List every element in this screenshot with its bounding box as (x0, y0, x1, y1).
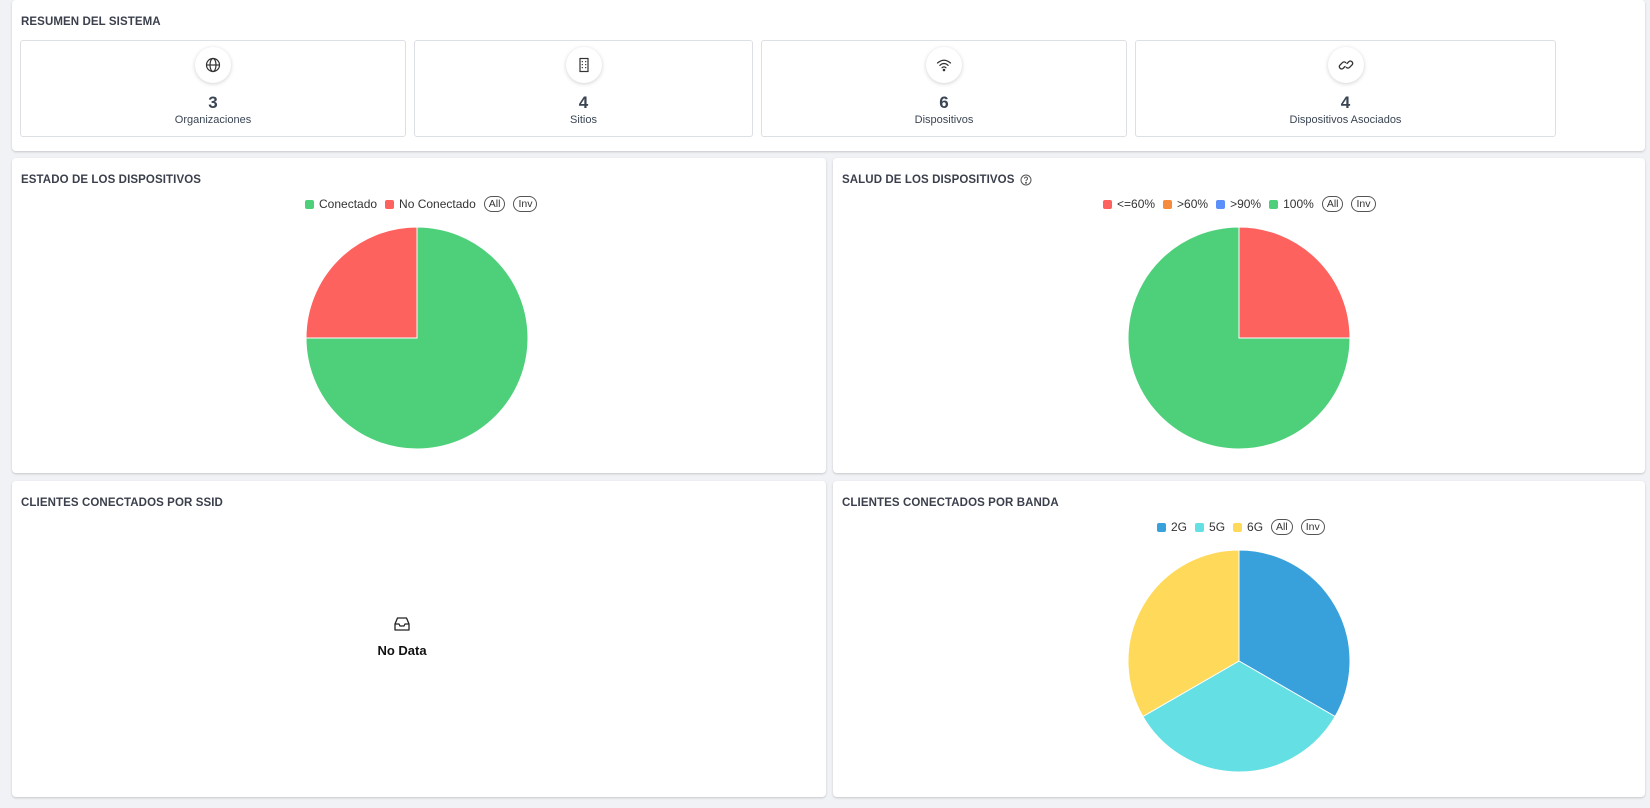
legend-label: 100% (1283, 197, 1314, 211)
legend-swatch (1103, 199, 1112, 209)
legend-inv-button[interactable]: Inv (513, 196, 538, 212)
inbox-icon (352, 616, 452, 637)
legend-item-conectado[interactable]: Conectado (305, 197, 377, 211)
legend-label: 2G (1171, 520, 1188, 534)
legend-label: 5G (1209, 520, 1226, 534)
clients-band-card: CLIENTES CONECTADOS POR BANDA 2G 5G 6G A… (833, 481, 1645, 797)
link-icon (1327, 47, 1364, 83)
clients-band-pie[interactable] (1127, 549, 1351, 773)
legend-swatch (1157, 522, 1166, 532)
device-health-title-text: SALUD DE LOS DISPOSITIVOS (842, 174, 1015, 186)
stat-sites[interactable]: 4 Sitios (414, 40, 753, 137)
globe-icon (195, 47, 231, 83)
legend-all-button[interactable]: All (1321, 196, 1344, 212)
legend-inv-button[interactable]: Inv (1300, 519, 1325, 535)
device-health-card: SALUD DE LOS DISPOSITIVOS <=60% >60% >90… (833, 158, 1645, 473)
pie-slice-2g[interactable] (1238, 549, 1351, 718)
device-status-title: ESTADO DE LOS DISPOSITIVOS (21, 174, 202, 186)
summary-title: RESUMEN DEL SISTEMA (21, 16, 161, 28)
legend-item-gt90[interactable]: >90% (1216, 197, 1261, 211)
legend-label: >60% (1177, 197, 1209, 211)
legend-item-no-conectado[interactable]: No Conectado (385, 197, 476, 211)
device-health-title: SALUD DE LOS DISPOSITIVOS (842, 174, 1032, 186)
legend-label: >90% (1230, 197, 1262, 211)
building-icon (565, 47, 602, 83)
stat-label: Organizaciones (174, 114, 252, 126)
legend-label: Conectado (319, 197, 378, 211)
legend-swatch (1163, 199, 1173, 209)
legend-label: <=60% (1117, 197, 1156, 211)
legend-all-button[interactable]: All (483, 196, 506, 212)
stat-label: Dispositivos Asociados (1289, 114, 1402, 126)
legend-inv-button[interactable]: Inv (1351, 196, 1376, 212)
clients-band-legend: 2G 5G 6G All Inv (1157, 519, 1325, 535)
legend-swatch (1233, 522, 1243, 532)
clients-band-title: CLIENTES CONECTADOS POR BANDA (842, 497, 1059, 509)
wifi-icon (926, 47, 962, 83)
stat-label: Sitios (570, 114, 597, 126)
legend-item-100[interactable]: 100% (1269, 197, 1314, 211)
pie-slice-5g[interactable] (1142, 660, 1336, 773)
legend-item-5g[interactable]: 5G (1195, 520, 1225, 534)
device-status-legend: Conectado No Conectado All Inv (305, 196, 538, 212)
legend-swatch (385, 199, 395, 209)
legend-all-button[interactable]: All (1271, 519, 1293, 535)
legend-item-gt60[interactable]: >60% (1163, 197, 1208, 211)
stat-value: 6 (939, 93, 949, 112)
system-summary-card: RESUMEN DEL SISTEMA 3 Organizaciones 4 S… (12, 0, 1645, 151)
clients-ssid-card: CLIENTES CONECTADOS POR SSID No Data (12, 481, 826, 797)
stat-devices[interactable]: 6 Dispositivos (761, 40, 1127, 137)
help-icon[interactable] (1020, 174, 1032, 186)
legend-item-le60[interactable]: <=60% (1103, 197, 1155, 211)
pie-slice-100-[interactable] (1127, 226, 1351, 450)
pie-slice--60-[interactable] (1238, 226, 1351, 339)
stat-value: 4 (578, 93, 589, 112)
device-status-pie[interactable] (305, 226, 529, 450)
empty-state: No Data (352, 616, 452, 658)
stat-value: 4 (1340, 93, 1351, 112)
stat-associated-devices[interactable]: 4 Dispositivos Asociados (1135, 40, 1556, 137)
pie-slice-no-conectado[interactable] (305, 226, 418, 339)
legend-swatch (1216, 199, 1226, 209)
legend-swatch (305, 199, 314, 209)
stat-organizations[interactable]: 3 Organizaciones (20, 40, 406, 137)
legend-swatch (1195, 522, 1205, 532)
legend-label: No Conectado (399, 197, 476, 211)
stat-label: Dispositivos (914, 114, 974, 126)
no-data-label: No Data (377, 643, 427, 658)
device-health-pie[interactable] (1127, 226, 1351, 450)
legend-label: 6G (1247, 520, 1264, 534)
device-status-card: ESTADO DE LOS DISPOSITIVOS Conectado No … (12, 158, 826, 473)
legend-item-6g[interactable]: 6G (1233, 520, 1263, 534)
clients-ssid-title: CLIENTES CONECTADOS POR SSID (21, 497, 223, 509)
pie-slice-6g[interactable] (1127, 549, 1240, 718)
legend-swatch (1269, 199, 1279, 209)
stat-value: 3 (208, 93, 218, 112)
legend-item-2g[interactable]: 2G (1157, 520, 1187, 534)
device-health-legend: <=60% >60% >90% 100% All Inv (1103, 196, 1376, 212)
